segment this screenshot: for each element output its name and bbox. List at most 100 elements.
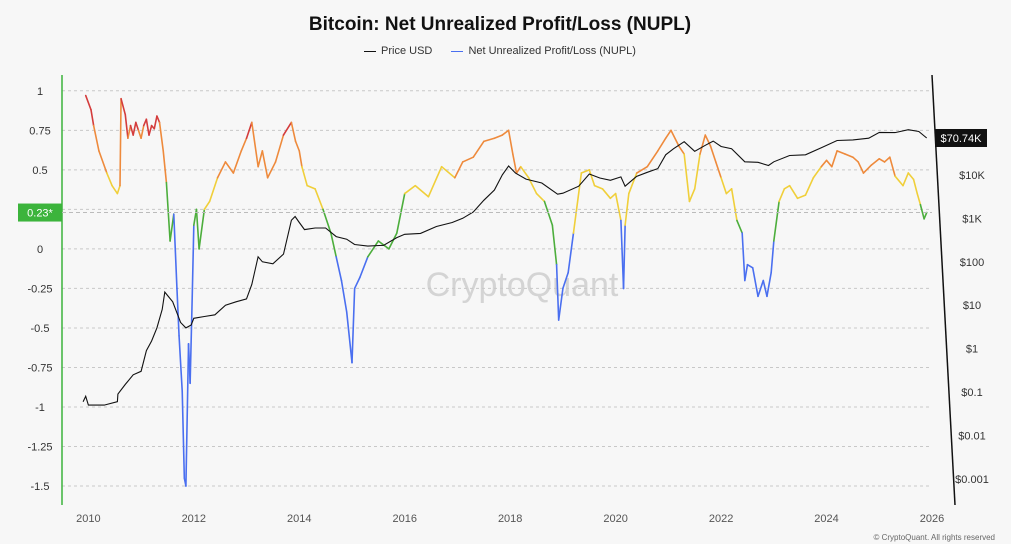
nupl-segment [396,192,406,234]
nupl-segment [836,150,846,155]
nupl-segment [165,181,171,242]
nupl-segment [98,150,108,174]
nupl-segment [403,184,417,195]
nupl-segment [427,165,443,198]
nupl-segment [153,115,158,130]
nupl-segment [601,188,612,200]
nupl-segment [883,156,891,163]
nupl-segment [751,267,759,298]
nupl-segment [820,159,828,168]
nupl-segment [693,153,701,190]
nupl-segment [804,176,815,196]
nupl-segment [261,150,269,179]
nupl-segment [148,124,153,136]
nupl-segment [124,113,129,140]
nupl-segment [857,161,865,174]
nupl-segment [176,287,180,337]
nupl-segment [257,150,264,168]
nupl-segment [736,219,743,234]
right-tick-label: $10 [963,300,981,312]
nupl-segment [762,279,768,298]
nupl-segment [493,134,504,140]
nupl-segment [367,240,380,258]
nupl-segment [535,192,546,203]
nupl-segment [461,156,475,163]
nupl-segment [84,94,92,111]
nupl-segment [353,276,361,290]
left-tick-label: 0 [37,244,43,256]
left-tick-label: 0.75 [29,125,50,137]
nupl-segment [298,150,303,168]
x-tick-label: 2026 [920,513,944,525]
nupl-segment [191,224,195,298]
legend-item-price[interactable]: Price USD [364,45,432,57]
nupl-segment [870,157,881,166]
chart-title: Bitcoin: Net Unrealized Profit/Loss (NUP… [308,14,692,35]
nupl-segment [116,184,121,195]
legend-label-price: Price USD [381,45,433,57]
nupl-segment [472,140,485,159]
nupl-segment [635,165,649,174]
nupl-segment [172,213,178,290]
nupl-segment [878,157,886,163]
nupl-segment [812,165,823,179]
nupl-segment [664,129,672,140]
nupl-segment [657,137,667,152]
left-tick-label: -1.5 [31,481,50,493]
legend-swatch-price [364,50,377,52]
nupl-series [84,94,928,487]
nupl-segment [266,161,277,179]
legend-item-nupl[interactable]: Net Unrealized Profit/Loss (NUPL) [451,45,636,57]
current-price-badge [935,128,987,147]
nupl-segment [274,134,285,163]
current-nupl-badge [18,203,62,222]
nupl-segment [120,97,127,116]
x-tick-label: 2022 [709,513,733,525]
nupl-segment [294,140,301,152]
nupl-segment [414,184,430,198]
nupl-segment [189,295,194,385]
left-tick-label: -0.25 [27,283,52,295]
nupl-segment [335,256,343,282]
nupl-segment [519,165,530,179]
nupl-segment [709,145,717,163]
x-tick-label: 2014 [287,513,311,525]
copyright-notice: © CryptoQuant. All rights reserved [873,533,996,542]
right-tick-label: $0.001 [955,474,989,486]
nupl-segment [203,200,211,211]
nupl-segment [562,271,569,290]
nupl-segment [92,124,100,152]
nupl-segment [340,279,348,313]
nupl-segment [145,118,150,136]
x-tick-label: 2020 [603,513,627,525]
nupl-segment [90,108,95,127]
nupl-segment [678,145,685,155]
nupl-segment [240,137,248,152]
nupl-segment [567,232,575,274]
nupl-segment [322,208,332,234]
nupl-segment [766,271,772,298]
x-tick-label: 2012 [182,513,206,525]
nupl-segment [744,263,749,282]
nupl-segment [609,192,617,200]
nupl-segment [715,161,722,179]
nupl-segment [119,97,122,187]
nupl-segment [306,184,316,190]
nupl-segment [588,169,596,187]
nupl-segment [551,224,558,266]
right-tick-label: $1 [966,344,978,356]
nupl-segment [351,287,356,364]
chart-legend: Price USD Net Unrealized Profit/Loss (NU… [0,45,1000,57]
nupl-segment [388,232,398,250]
nupl-segment [543,200,554,226]
nupl-segment [628,172,638,195]
nupl-segment [788,184,799,200]
nupl-segment [730,188,738,222]
nupl-segment [852,156,859,163]
nupl-segment [132,121,137,136]
nupl-segment [741,232,746,282]
nupl-segment [907,172,915,181]
nupl-segment [555,263,560,321]
price-series [82,129,928,406]
nupl-segment [185,342,190,487]
